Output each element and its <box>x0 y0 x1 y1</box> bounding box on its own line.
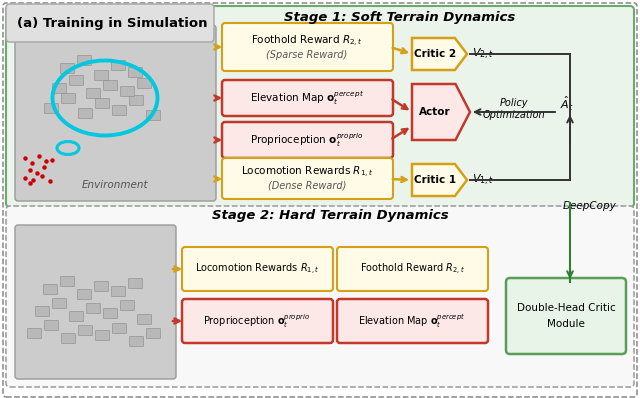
FancyBboxPatch shape <box>147 111 161 121</box>
Polygon shape <box>412 84 470 140</box>
Text: Foothold Reward $R_{2,t}$: Foothold Reward $R_{2,t}$ <box>360 261 465 277</box>
FancyBboxPatch shape <box>77 289 92 300</box>
FancyBboxPatch shape <box>61 94 76 103</box>
Polygon shape <box>412 38 467 70</box>
FancyBboxPatch shape <box>61 277 74 287</box>
Text: Elevation Map $\mathbf{o}_t^{percept}$: Elevation Map $\mathbf{o}_t^{percept}$ <box>358 312 466 330</box>
FancyBboxPatch shape <box>138 314 152 324</box>
FancyBboxPatch shape <box>129 279 143 289</box>
Text: $V_{1,t}$: $V_{1,t}$ <box>472 172 494 187</box>
FancyBboxPatch shape <box>95 281 109 291</box>
Text: Critic 2: Critic 2 <box>414 49 456 59</box>
FancyBboxPatch shape <box>129 336 143 347</box>
FancyBboxPatch shape <box>79 326 93 336</box>
FancyBboxPatch shape <box>86 304 100 314</box>
FancyBboxPatch shape <box>182 247 333 291</box>
FancyBboxPatch shape <box>77 55 92 66</box>
FancyBboxPatch shape <box>222 158 393 199</box>
Text: Proprioception $\mathbf{o}_t^{proprio}$: Proprioception $\mathbf{o}_t^{proprio}$ <box>250 131 364 149</box>
FancyBboxPatch shape <box>6 206 634 387</box>
FancyBboxPatch shape <box>6 4 214 42</box>
FancyBboxPatch shape <box>104 80 118 90</box>
Text: Actor: Actor <box>419 107 451 117</box>
Text: Optimization: Optimization <box>483 110 545 120</box>
Text: Proprioception $\mathbf{o}_t^{proprio}$: Proprioception $\mathbf{o}_t^{proprio}$ <box>204 312 310 330</box>
Text: Critic 1: Critic 1 <box>414 175 456 185</box>
Text: $V_{2,t}$: $V_{2,t}$ <box>472 47 494 62</box>
FancyBboxPatch shape <box>61 64 74 74</box>
Text: DeepCopy: DeepCopy <box>563 201 617 211</box>
FancyBboxPatch shape <box>129 96 143 105</box>
FancyBboxPatch shape <box>79 109 93 119</box>
FancyBboxPatch shape <box>506 278 626 354</box>
FancyBboxPatch shape <box>15 25 216 201</box>
FancyBboxPatch shape <box>113 324 127 334</box>
FancyBboxPatch shape <box>337 247 488 291</box>
Text: Locomotion Rewards $R_{1,t}$: Locomotion Rewards $R_{1,t}$ <box>195 261 319 277</box>
Text: Stage 2: Hard Terrain Dynamics: Stage 2: Hard Terrain Dynamics <box>212 209 448 222</box>
FancyBboxPatch shape <box>52 298 67 308</box>
Text: $\hat{A}_t$: $\hat{A}_t$ <box>560 95 573 113</box>
Text: Environment: Environment <box>82 180 148 190</box>
FancyBboxPatch shape <box>70 312 83 322</box>
FancyBboxPatch shape <box>182 299 333 343</box>
FancyBboxPatch shape <box>111 60 125 70</box>
FancyBboxPatch shape <box>113 105 127 115</box>
FancyBboxPatch shape <box>104 308 118 318</box>
FancyBboxPatch shape <box>120 86 134 96</box>
Text: Stage 1: Soft Terrain Dynamics: Stage 1: Soft Terrain Dynamics <box>284 10 516 23</box>
FancyBboxPatch shape <box>61 334 76 343</box>
FancyBboxPatch shape <box>35 306 49 316</box>
FancyBboxPatch shape <box>222 23 393 71</box>
FancyBboxPatch shape <box>70 76 83 86</box>
FancyBboxPatch shape <box>222 122 393 158</box>
FancyBboxPatch shape <box>129 68 143 78</box>
FancyBboxPatch shape <box>138 78 152 88</box>
Text: (Sparse Reward): (Sparse Reward) <box>266 50 348 60</box>
Polygon shape <box>412 164 467 196</box>
Text: Module: Module <box>547 319 585 329</box>
Text: Double-Head Critic: Double-Head Critic <box>516 303 616 313</box>
FancyBboxPatch shape <box>95 330 109 341</box>
Text: (Dense Reward): (Dense Reward) <box>268 180 346 190</box>
FancyBboxPatch shape <box>52 84 67 94</box>
Text: Locomotion Rewards $R_{1,t}$: Locomotion Rewards $R_{1,t}$ <box>241 164 373 179</box>
FancyBboxPatch shape <box>44 285 58 295</box>
FancyBboxPatch shape <box>120 300 134 310</box>
FancyBboxPatch shape <box>6 6 634 207</box>
FancyBboxPatch shape <box>95 98 109 109</box>
FancyBboxPatch shape <box>222 80 393 116</box>
FancyBboxPatch shape <box>95 70 109 80</box>
FancyBboxPatch shape <box>337 299 488 343</box>
FancyBboxPatch shape <box>86 88 100 98</box>
FancyBboxPatch shape <box>15 225 176 379</box>
FancyBboxPatch shape <box>28 328 42 339</box>
Text: Elevation Map $\mathbf{o}_t^{percept}$: Elevation Map $\mathbf{o}_t^{percept}$ <box>250 89 364 107</box>
Text: Policy: Policy <box>500 98 528 108</box>
Text: (a) Training in Simulation: (a) Training in Simulation <box>17 16 207 29</box>
FancyBboxPatch shape <box>147 328 161 339</box>
Text: Foothold Reward $R_{2,t}$: Foothold Reward $R_{2,t}$ <box>251 33 363 49</box>
FancyBboxPatch shape <box>3 3 637 397</box>
FancyBboxPatch shape <box>45 320 58 330</box>
FancyBboxPatch shape <box>111 287 125 297</box>
FancyBboxPatch shape <box>45 103 58 113</box>
